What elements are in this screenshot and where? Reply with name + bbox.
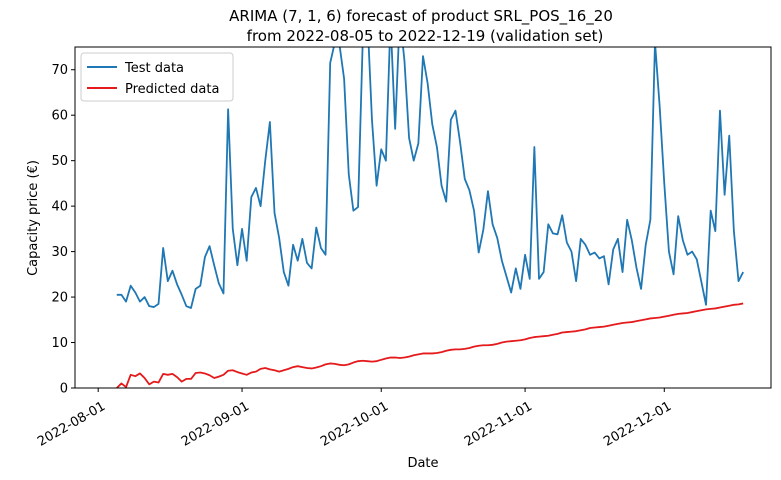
y-tick-label: 0 bbox=[60, 382, 68, 397]
x-tick-label: 2022-12-01 bbox=[601, 399, 674, 450]
series-layer bbox=[116, 47, 744, 388]
series-line-predicted-data bbox=[116, 302, 744, 388]
chart-title-line-1: ARIMA (7, 1, 6) forecast of product SRL_… bbox=[229, 7, 613, 26]
legend-label-test-data: Test data bbox=[124, 61, 184, 76]
y-axis: 0 10 20 30 40 50 60 70 bbox=[51, 63, 75, 397]
x-tick-label: 2022-09-01 bbox=[179, 399, 252, 450]
x-tick-label: 2022-08-01 bbox=[35, 399, 108, 450]
chart-title-line-2: from 2022-08-05 to 2022-12-19 (validatio… bbox=[247, 27, 604, 45]
x-tick-label: 2022-10-01 bbox=[318, 399, 391, 450]
y-tick-label: 60 bbox=[51, 109, 68, 124]
series-line-test-data bbox=[116, 47, 744, 309]
y-tick-label: 30 bbox=[51, 245, 68, 260]
plot-frame bbox=[74, 46, 772, 389]
x-tick-label: 2022-11-01 bbox=[462, 399, 535, 450]
y-tick-label: 20 bbox=[51, 291, 68, 306]
legend-box bbox=[80, 52, 234, 102]
y-tick-label: 40 bbox=[51, 200, 68, 215]
x-axis-label: Date bbox=[407, 456, 438, 471]
y-tick-label: 50 bbox=[51, 154, 68, 169]
y-tick-label: 70 bbox=[51, 63, 68, 78]
y-tick-label: 10 bbox=[51, 336, 68, 351]
legend-label-predicted-data: Predicted data bbox=[125, 82, 219, 97]
y-axis-label: Capacity price (€) bbox=[26, 160, 41, 276]
legend: Test data Predicted data bbox=[80, 52, 234, 102]
x-axis: 2022-08-01 2022-09-01 2022-10-01 2022-11-01… bbox=[35, 388, 674, 450]
